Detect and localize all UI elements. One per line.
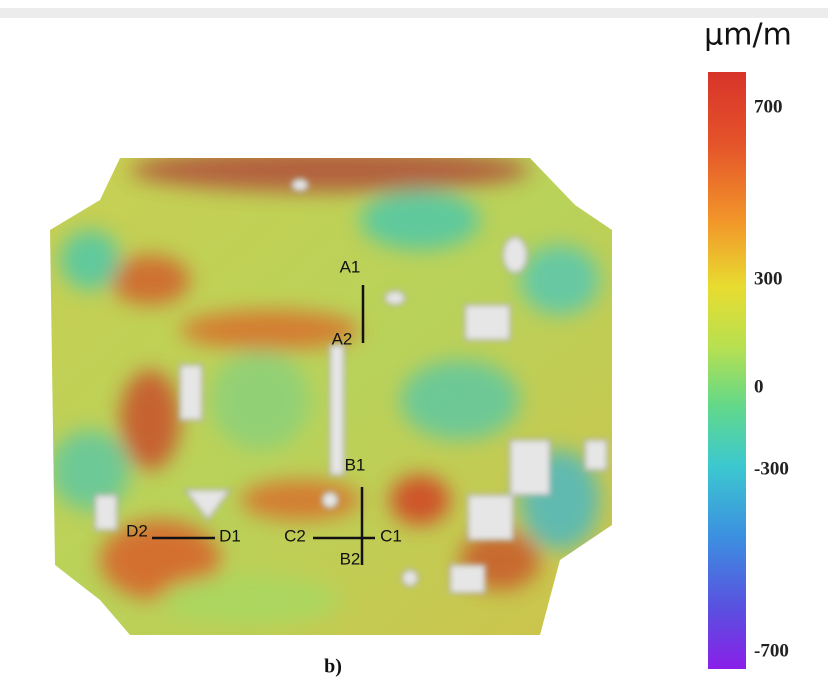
section-markers: A1 A2 B1 B2 C1 C2 D1 D2 — [126, 257, 402, 568]
caption: b) — [324, 656, 342, 678]
colorbar — [708, 72, 746, 669]
section-marker: A1 — [340, 257, 361, 276]
strain-map — [50, 158, 612, 635]
colorbar-tick-label: 700 — [754, 96, 783, 117]
colorbar-unit: µm/m — [704, 18, 792, 53]
top-band — [0, 8, 828, 18]
colorbar-tick-label: -700 — [754, 640, 789, 661]
section-marker: C2 — [284, 526, 306, 545]
section-lines — [152, 285, 375, 565]
colorbar-ticks: 700 300 0 -300 -700 — [754, 96, 789, 661]
colorbar-tick-label: 0 — [754, 376, 764, 397]
section-marker: D2 — [126, 521, 148, 540]
colorbar-tick-label: 300 — [754, 268, 783, 289]
section-marker: A2 — [332, 329, 353, 348]
section-marker: B1 — [345, 455, 366, 474]
colorbar-tick-label: -300 — [754, 458, 789, 479]
section-marker: B2 — [340, 549, 361, 568]
section-marker: C1 — [380, 526, 402, 545]
section-marker: D1 — [219, 526, 241, 545]
